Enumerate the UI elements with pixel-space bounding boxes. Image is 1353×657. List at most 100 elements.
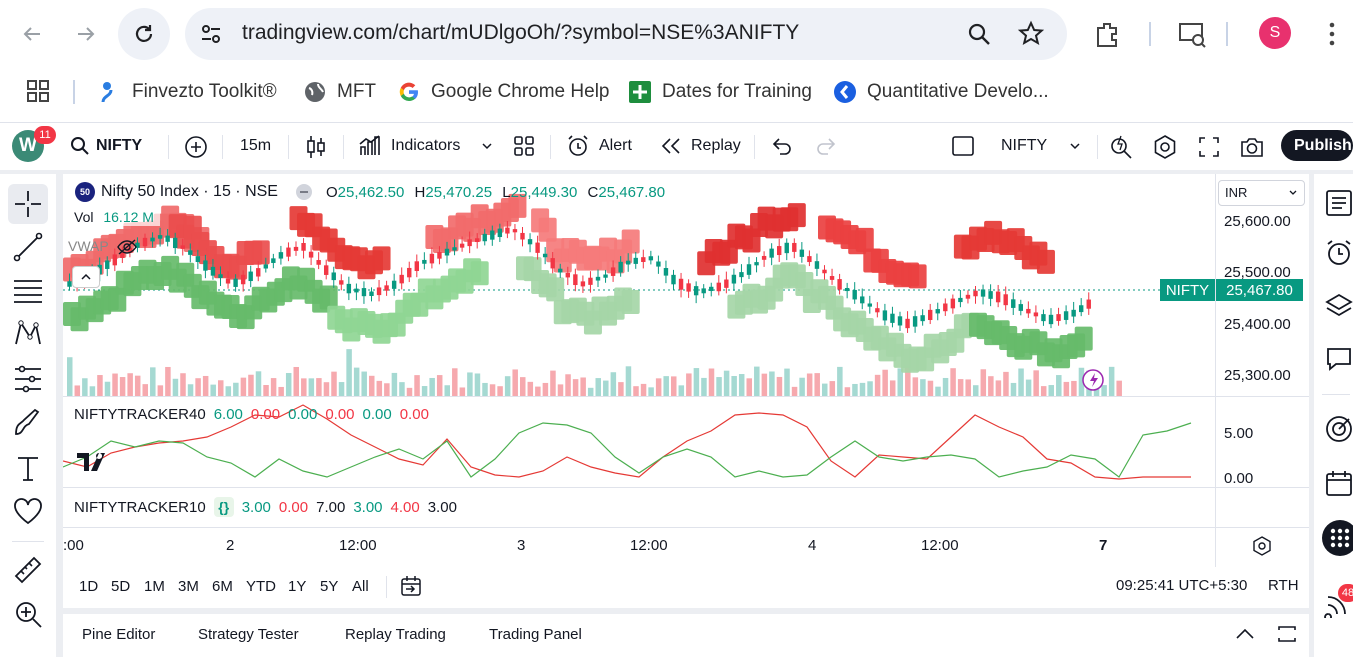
- more-vertical-icon[interactable]: [1316, 18, 1348, 50]
- quick-search-icon[interactable]: [1108, 134, 1134, 160]
- maximize-panel-icon[interactable]: [1276, 624, 1298, 644]
- candle-body: [867, 303, 872, 307]
- currency-select[interactable]: INR: [1218, 180, 1305, 206]
- range-1m[interactable]: 1M: [144, 578, 165, 595]
- replay-button[interactable]: Replay: [660, 131, 741, 161]
- layers-icon[interactable]: [1324, 291, 1353, 321]
- tab-strategy-tester[interactable]: Strategy Tester: [198, 626, 299, 643]
- undo-icon[interactable]: [771, 136, 793, 156]
- watchlist-icon[interactable]: [1324, 188, 1353, 218]
- volume-bar: [346, 349, 352, 396]
- bookmark-finvezto[interactable]: Finvezto Toolkit®: [98, 79, 277, 105]
- tab-trading-panel[interactable]: Trading Panel: [489, 626, 582, 643]
- tab-pine-editor[interactable]: Pine Editor: [82, 626, 156, 643]
- candle-body: [437, 252, 442, 259]
- indicators-button[interactable]: Indicators: [358, 131, 460, 161]
- pattern-tool-icon[interactable]: [12, 318, 44, 350]
- chart-title[interactable]: Nifty 50 Index · 15 · NSE: [101, 183, 278, 200]
- volume-bar: [323, 382, 330, 396]
- range-5y[interactable]: 5Y: [320, 578, 339, 595]
- zoom-in-icon[interactable]: [12, 598, 44, 630]
- cast-icon[interactable]: [1176, 18, 1208, 50]
- publish-button[interactable]: Publish: [1281, 130, 1353, 161]
- chart-panel[interactable]: [63, 174, 1309, 608]
- range-1y[interactable]: 1Y: [288, 578, 307, 595]
- tracker40-legend[interactable]: NIFTYTRACKER40 6.00 0.00 0.00 0.00 0.00 …: [74, 406, 429, 423]
- symbol-search[interactable]: NIFTY: [70, 131, 142, 161]
- source-code-icon[interactable]: {}: [213, 497, 234, 517]
- eye-hidden-icon[interactable]: [116, 239, 138, 255]
- compare-add-icon[interactable]: [183, 134, 209, 160]
- bookmark-mft[interactable]: MFT: [303, 79, 376, 105]
- alert-button[interactable]: Alert: [566, 131, 632, 161]
- candle-body: [580, 281, 586, 287]
- redo-icon[interactable]: [815, 136, 837, 156]
- session-toggle[interactable]: RTH: [1268, 577, 1299, 594]
- range-5d[interactable]: 5D: [111, 578, 131, 595]
- indicators-chevron-down-icon[interactable]: [481, 141, 493, 151]
- url-text[interactable]: tradingview.com/chart/mUDlgoOh/?symbol=N…: [242, 21, 800, 44]
- tracker40-indicator-pane[interactable]: [63, 397, 1215, 487]
- alerts-clock-icon[interactable]: [1324, 238, 1353, 268]
- apps-grid-icon[interactable]: [26, 79, 50, 103]
- volume-bar: [595, 378, 601, 396]
- address-bar[interactable]: tradingview.com/chart/mUDlgoOh/?symbol=N…: [185, 8, 1067, 60]
- range-all[interactable]: All: [352, 578, 369, 595]
- trend-line-icon[interactable]: [12, 231, 44, 263]
- candle-body: [1079, 305, 1084, 313]
- main-price-chart[interactable]: [63, 174, 1215, 396]
- range-ytd[interactable]: YTD: [246, 578, 276, 595]
- vwap-legend[interactable]: VWAP: [68, 238, 138, 255]
- chevron-up-icon[interactable]: [1234, 625, 1256, 643]
- site-settings-icon[interactable]: [197, 20, 225, 48]
- volume-legend[interactable]: Vol 16.12 M: [68, 208, 160, 226]
- settings-hexagon-icon[interactable]: [1152, 134, 1178, 160]
- last-price-symbol-tag: NIFTY: [1160, 279, 1215, 301]
- checkbox-icon[interactable]: [951, 135, 975, 157]
- range-3m[interactable]: 3M: [178, 578, 199, 595]
- tab-replay-trading[interactable]: Replay Trading: [345, 626, 446, 643]
- volume-bar: [565, 374, 571, 396]
- fullscreen-icon[interactable]: [1197, 135, 1221, 159]
- range-1d[interactable]: 1D: [79, 578, 99, 595]
- brush-icon[interactable]: [12, 407, 44, 439]
- chevron-down-icon: [1070, 143, 1080, 150]
- bookmark-dates-training[interactable]: Dates for Training: [628, 79, 812, 105]
- chat-icon[interactable]: [1324, 344, 1353, 374]
- ruler-icon[interactable]: [12, 554, 44, 586]
- layouts-grid-icon[interactable]: [513, 135, 535, 157]
- sheets-plus-icon: [629, 81, 651, 103]
- interval-button[interactable]: 15m: [240, 137, 272, 154]
- reload-button[interactable]: [118, 8, 170, 60]
- compare-symbol-select[interactable]: NIFTY: [1001, 131, 1081, 161]
- profile-avatar[interactable]: S: [1259, 17, 1291, 49]
- tracker10-legend[interactable]: NIFTYTRACKER10 {} 3.00 0.00 7.00 3.00 4.…: [74, 497, 457, 517]
- toolbar-separator: [343, 135, 344, 159]
- fib-retracement-icon[interactable]: [12, 275, 44, 307]
- heart-icon[interactable]: [12, 495, 44, 527]
- bookmark-star-icon[interactable]: [1017, 20, 1045, 48]
- range-6m[interactable]: 6M: [212, 578, 233, 595]
- bookmark-chrome-help[interactable]: Google Chrome Help: [397, 79, 609, 105]
- zoom-icon[interactable]: [965, 20, 993, 48]
- crosshair-tool[interactable]: [8, 184, 48, 224]
- prediction-tool-icon[interactable]: [12, 363, 44, 395]
- text-tool-icon[interactable]: [12, 452, 44, 484]
- extensions-icon[interactable]: [1092, 18, 1124, 50]
- market-status-icon[interactable]: [294, 182, 314, 202]
- camera-icon[interactable]: [1239, 135, 1265, 159]
- forward-button[interactable]: [66, 14, 106, 54]
- back-button[interactable]: [12, 14, 52, 54]
- legend-collapse-button[interactable]: [72, 266, 100, 288]
- broadcast-icon[interactable]: [1324, 588, 1353, 618]
- goto-date-icon[interactable]: [399, 574, 423, 598]
- volume-bar: [761, 373, 768, 396]
- target-icon[interactable]: [1324, 414, 1353, 444]
- volume-bar: [1108, 366, 1115, 396]
- candles-style-icon[interactable]: [304, 134, 328, 160]
- clock-timezone[interactable]: 09:25:41 UTC+5:30: [1116, 577, 1248, 594]
- time-axis-settings-icon[interactable]: [1251, 535, 1273, 557]
- calendar-icon[interactable]: [1324, 468, 1353, 498]
- bookmark-quant-dev[interactable]: Quantitative Develo...: [833, 79, 1049, 105]
- right-sidebar: 48: [1314, 174, 1353, 657]
